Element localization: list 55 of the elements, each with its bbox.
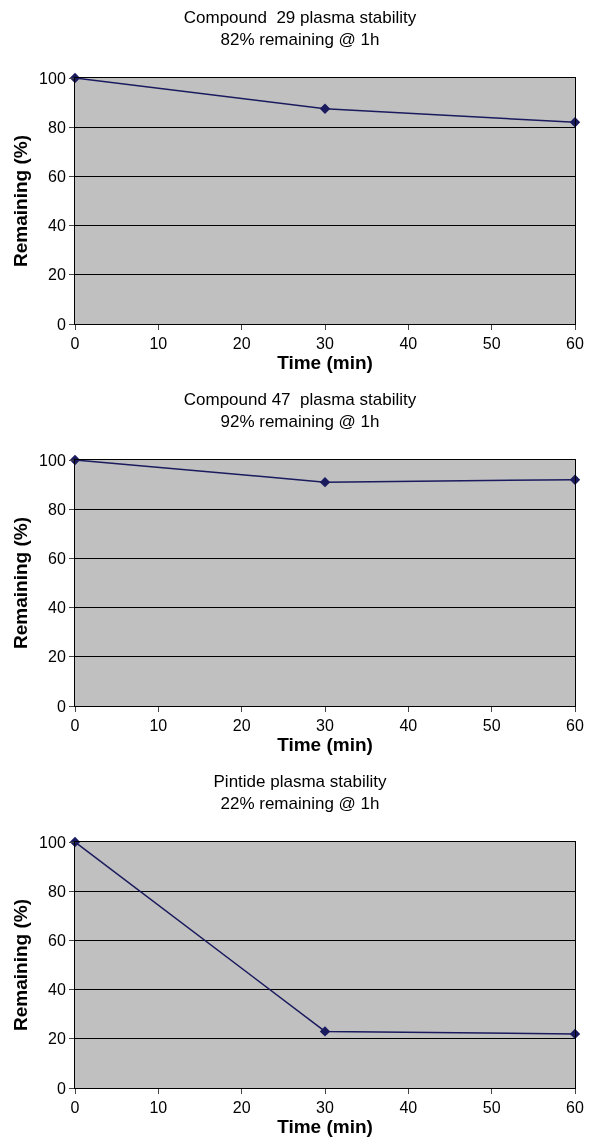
x-tick-label: 40 xyxy=(399,717,418,735)
x-tick-label: 30 xyxy=(316,717,334,735)
y-tick-label: 20 xyxy=(48,266,66,284)
x-tick-label: 10 xyxy=(149,335,168,353)
y-tick-label: 20 xyxy=(48,1030,66,1048)
y-tick-label: 60 xyxy=(48,932,66,949)
x-tick-label: 30 xyxy=(316,335,334,353)
point xyxy=(319,103,331,114)
x-axis-title: Time (min) xyxy=(277,1116,373,1138)
point xyxy=(319,476,331,488)
x-tick-label: 0 xyxy=(70,1099,80,1117)
y-tick-label: 80 xyxy=(48,500,66,518)
point xyxy=(569,1028,581,1040)
y-tick-label: 0 xyxy=(56,697,66,715)
point xyxy=(319,1026,331,1037)
x-tick-label: 0 xyxy=(70,717,80,735)
y-axis-title: Remaining (%) xyxy=(9,517,31,649)
y-tick-label: 100 xyxy=(39,451,66,469)
y-tick-label: 100 xyxy=(39,833,66,851)
y-axis-title: Remaining (%) xyxy=(9,899,31,1031)
y-tick-label: 0 xyxy=(56,1079,66,1097)
y-tick-label: 40 xyxy=(48,599,66,617)
x-tick-label: 50 xyxy=(482,717,501,735)
y-tick-label: 80 xyxy=(48,882,66,900)
chart-title: Compound 47 plasma stability xyxy=(183,389,417,409)
x-tick-label: 50 xyxy=(482,335,501,353)
y-tick-label: 40 xyxy=(48,217,66,235)
x-axis-title: Time (min) xyxy=(277,734,373,756)
x-tick-label: 20 xyxy=(232,1099,251,1117)
y-tick-label: 20 xyxy=(48,648,66,666)
x-tick-label: 40 xyxy=(399,335,418,353)
y-tick-label: 40 xyxy=(48,981,66,999)
y-tick-label: 0 xyxy=(56,315,66,333)
chart-subtitle: 92% remaining @ 1h xyxy=(220,412,380,432)
y-tick-label: 60 xyxy=(48,550,66,567)
x-tick-label: 30 xyxy=(316,1099,334,1117)
chart-title: Pintide plasma stability xyxy=(213,771,387,791)
x-tick-label: 10 xyxy=(149,1099,168,1117)
x-tick-label: 60 xyxy=(566,335,584,353)
x-tick-label: 20 xyxy=(232,717,251,735)
chart-title: Compound 29 plasma stability xyxy=(183,7,417,27)
x-tick-label: 40 xyxy=(399,1099,418,1117)
x-tick-label: 60 xyxy=(566,717,584,735)
x-tick-label: 50 xyxy=(482,1099,501,1117)
x-tick-label: 60 xyxy=(566,1099,584,1117)
y-axis-title: Remaining (%) xyxy=(9,135,31,267)
y-tick-label: 80 xyxy=(48,118,66,136)
chart-subtitle: 82% remaining @ 1h xyxy=(220,30,380,50)
chart-subtitle: 22% remaining @ 1h xyxy=(220,794,380,814)
x-axis-title: Time (min) xyxy=(277,352,373,374)
x-tick-label: 10 xyxy=(149,717,168,735)
y-tick-label: 60 xyxy=(48,168,66,185)
y-tick-label: 100 xyxy=(39,69,66,87)
x-tick-label: 0 xyxy=(70,335,80,353)
x-tick-label: 20 xyxy=(232,335,251,353)
